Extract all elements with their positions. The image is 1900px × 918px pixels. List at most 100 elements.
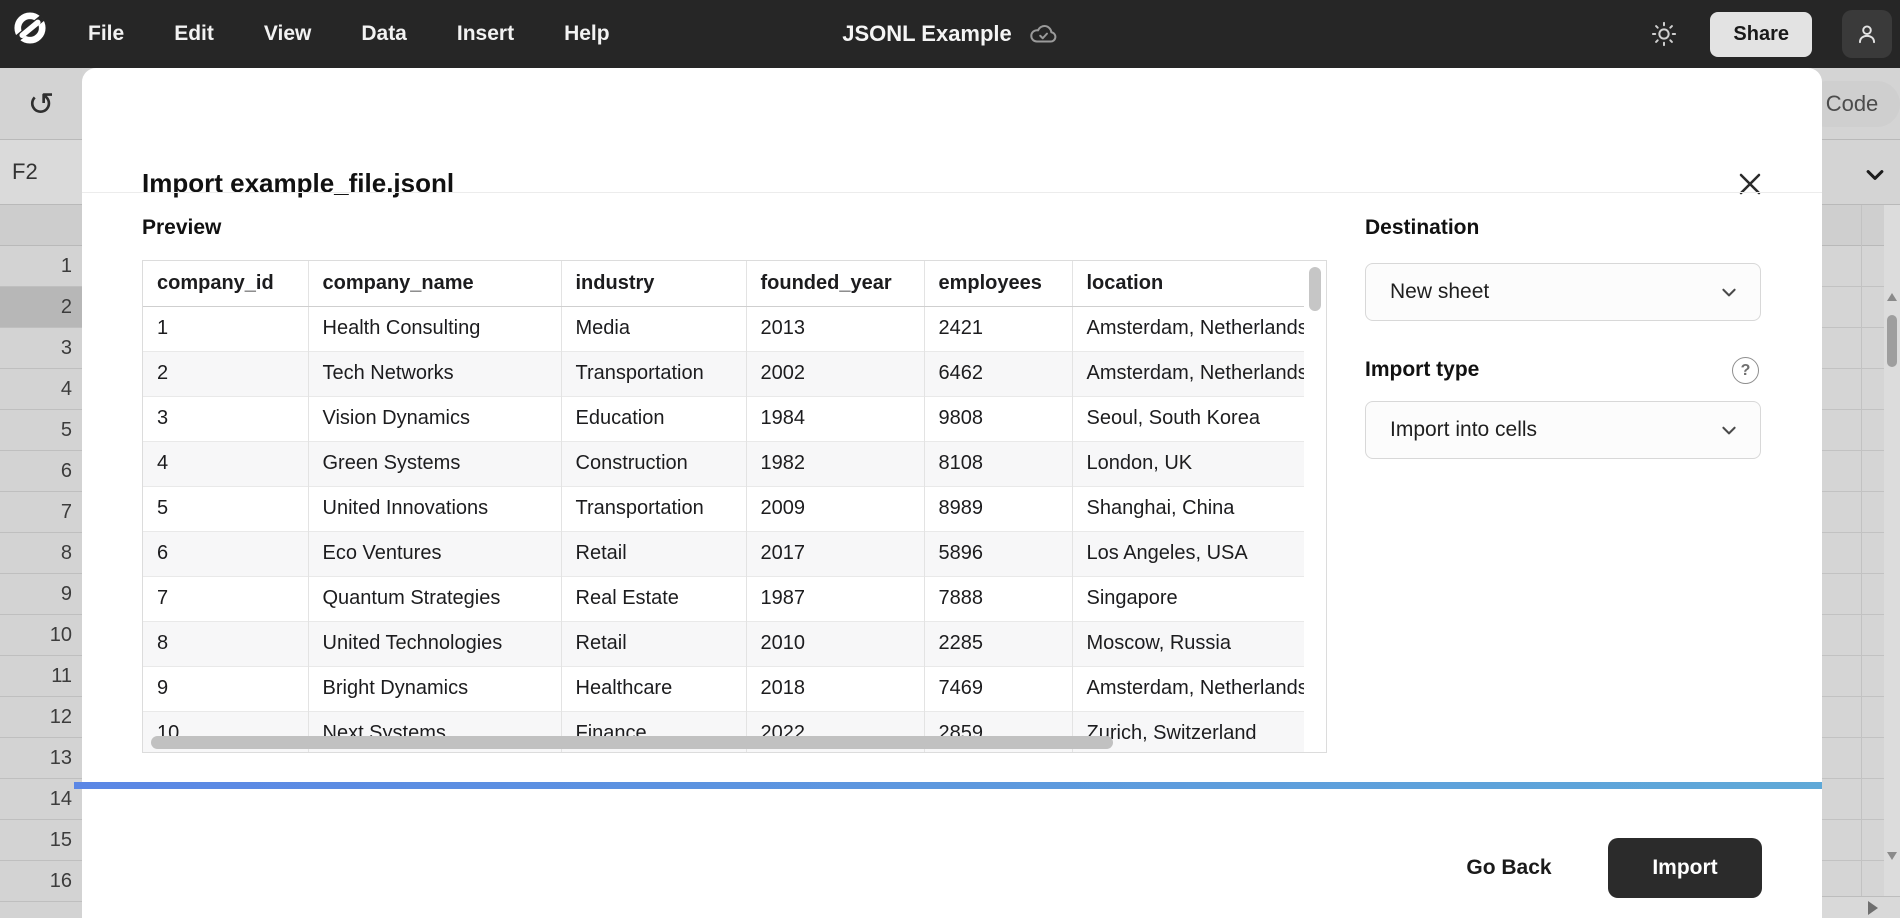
cell-company-name: Eco Ventures [307, 530, 561, 576]
cell-industry: Retail [560, 620, 746, 666]
table-header-row: company_id company_name industry founded_ye… [143, 261, 1304, 307]
cell-employees: 6462 [923, 350, 1072, 396]
menu-item[interactable]: Edit [174, 22, 214, 45]
cell-industry: Retail [560, 530, 746, 576]
cell-industry: Media [560, 306, 746, 351]
document-title[interactable]: JSONL Example [842, 21, 1012, 46]
row-header[interactable]: 13 [0, 738, 82, 779]
scroll-up-icon[interactable] [1887, 293, 1897, 301]
cell-founded-year: 2018 [745, 665, 924, 711]
cell-location: Amsterdam, Netherlands [1071, 665, 1304, 711]
row-header[interactable]: 2 [0, 287, 82, 328]
cell-company-name: Green Systems [307, 440, 561, 486]
table-horizontal-scrollbar-thumb[interactable] [151, 736, 1113, 749]
cell-industry: Education [560, 395, 746, 441]
row-header[interactable]: 6 [0, 451, 82, 492]
row-header[interactable]: 9 [0, 574, 82, 615]
cell-name-box[interactable]: F2 [0, 140, 82, 205]
close-icon[interactable] [1732, 166, 1768, 202]
cell-company-name: United Technologies [307, 620, 561, 666]
import-button[interactable]: Import [1608, 838, 1762, 898]
cell-company-name: Health Consulting [307, 306, 561, 351]
preview-table: company_id company_name industry founded_ye… [142, 260, 1327, 753]
destination-select[interactable]: New sheet [1365, 263, 1761, 321]
import-type-value: Import into cells [1390, 418, 1538, 441]
left-spreadsheet-chrome: ↺ F2 1 2 3 4 5 6 7 8 9 10 11 12 13 14 15 16 [0, 68, 82, 918]
cell-location: Singapore [1071, 575, 1304, 621]
share-button[interactable]: Share [1710, 11, 1812, 57]
header-divider [82, 192, 1822, 193]
import-dialog: Import example_file.jsonl Preview compan… [74, 68, 1822, 918]
row-header[interactable]: 5 [0, 410, 82, 451]
cell-company-name: Tech Networks [307, 350, 561, 396]
top-bar: File Edit View Data Insert Help JSONL Example… [0, 0, 1900, 68]
row-header[interactable]: 15 [0, 820, 82, 861]
progress-divider [74, 782, 1822, 789]
column-header: employees [923, 261, 1072, 307]
cell-industry: Healthcare [560, 665, 746, 711]
cell-founded-year: 1982 [745, 440, 924, 486]
rows-logo-icon[interactable] [10, 8, 50, 48]
menu-item[interactable]: Insert [456, 22, 515, 45]
chevron-down-icon [1720, 283, 1738, 301]
cell-founded-year: 2013 [745, 306, 924, 351]
column-header: company_name [307, 261, 561, 307]
menu-item[interactable]: View [263, 22, 312, 45]
row-header[interactable]: 7 [0, 492, 82, 533]
column-header: company_id [143, 261, 308, 307]
table-row: 8 United Technologies Retail 2010 2285 M… [143, 620, 1304, 666]
menu-bar: File Edit View Data Insert Help [88, 0, 610, 68]
cell-location: Seoul, South Korea [1071, 395, 1304, 441]
menu-item[interactable]: Help [564, 22, 610, 45]
column-header: location [1071, 261, 1304, 307]
row-header[interactable]: 10 [0, 615, 82, 656]
cell-employees: 8108 [923, 440, 1072, 486]
go-back-button[interactable]: Go Back [1439, 844, 1579, 892]
row-header[interactable]: 4 [0, 369, 82, 410]
cell-company-name: United Innovations [307, 485, 561, 531]
right-toolbar: Code [1804, 68, 1900, 140]
preview-label: Preview [142, 216, 222, 239]
menu-item[interactable]: File [88, 22, 125, 45]
question-mark-icon[interactable]: ? [1732, 357, 1759, 384]
cell-company-id: 6 [143, 530, 308, 576]
cell-location: Los Angeles, USA [1071, 530, 1304, 576]
table-vertical-scrollbar-thumb[interactable] [1309, 267, 1321, 311]
account-avatar[interactable] [1842, 10, 1892, 58]
vertical-scrollbar[interactable] [1884, 205, 1900, 896]
cell-industry: Real Estate [560, 575, 746, 621]
undo-icon[interactable]: ↺ [27, 85, 55, 122]
cell-company-name: Vision Dynamics [307, 395, 561, 441]
row-header[interactable]: 16 [0, 861, 82, 902]
table-row: 4 Green Systems Construction 1982 8108 L… [143, 440, 1304, 486]
formula-bar [1822, 140, 1900, 205]
table-row: 3 Vision Dynamics Education 1984 9808 Se… [143, 395, 1304, 441]
scroll-down-icon[interactable] [1887, 852, 1897, 860]
table-row: 9 Bright Dynamics Healthcare 2018 7469 A… [143, 665, 1304, 711]
dialog-title: Import example_file.jsonl [142, 168, 455, 198]
column-header: industry [560, 261, 746, 307]
cell-employees: 7469 [923, 665, 1072, 711]
row-header[interactable]: 14 [0, 779, 82, 820]
theme-toggle-icon[interactable] [1650, 20, 1678, 48]
scroll-right-icon[interactable] [1868, 901, 1878, 915]
cell-location: Amsterdam, Netherlands [1071, 350, 1304, 396]
table-row: 7 Quantum Strategies Real Estate 1987 78… [143, 575, 1304, 621]
person-icon [1854, 21, 1880, 47]
chevron-down-icon[interactable] [1864, 164, 1886, 191]
import-type-select[interactable]: Import into cells [1365, 401, 1761, 459]
row-header[interactable]: 12 [0, 697, 82, 738]
cell-employees: 5896 [923, 530, 1072, 576]
vertical-scrollbar-thumb[interactable] [1887, 315, 1897, 367]
document-title-wrap: JSONL Example [842, 0, 1058, 68]
row-header[interactable]: 1 [0, 246, 82, 287]
cell-company-id: 7 [143, 575, 308, 621]
cell-company-id: 5 [143, 485, 308, 531]
menu-item[interactable]: Data [361, 22, 407, 45]
row-header[interactable]: 8 [0, 533, 82, 574]
row-header[interactable]: 3 [0, 328, 82, 369]
cell-company-id: 4 [143, 440, 308, 486]
row-header[interactable]: 11 [0, 656, 82, 697]
cell-employees: 7888 [923, 575, 1072, 621]
row-headers: 1 2 3 4 5 6 7 8 9 10 11 12 13 14 15 16 [0, 246, 82, 902]
